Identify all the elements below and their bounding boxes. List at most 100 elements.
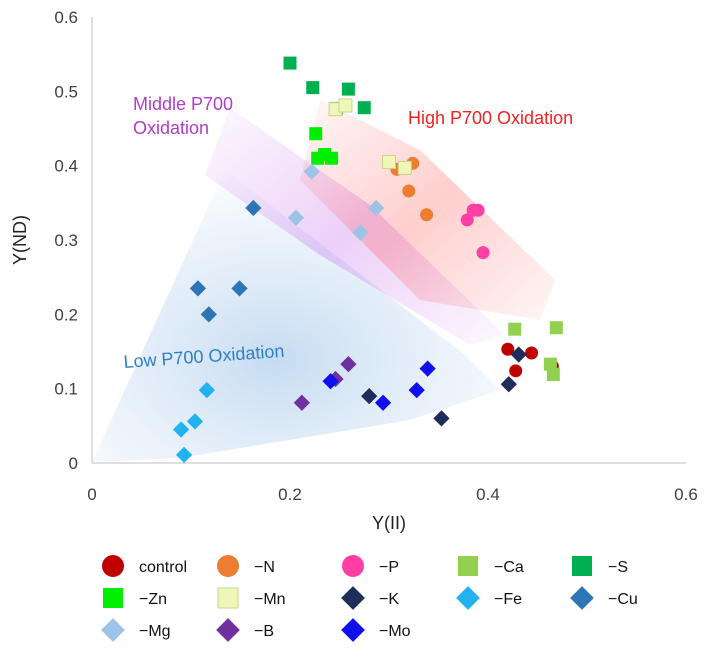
legend-marker [102,555,124,577]
y-axis-title: Y(ND) [10,215,30,265]
data-point [549,321,563,335]
legend-marker [217,587,239,609]
data-point [352,224,369,241]
legend-label: −S [608,559,628,576]
data-point [509,364,523,378]
data-point [500,376,517,393]
legend-label: −P [379,559,399,576]
data-point [340,356,357,373]
data-point [311,151,325,165]
legend-item: −Ca [458,556,524,576]
data-point [402,184,416,198]
legend-marker [458,556,478,576]
data-point [338,98,353,113]
legend-label: −Mn [254,591,286,608]
data-points [172,56,563,463]
region-label-high: High P700 Oxidation [408,108,573,128]
series-ca [508,321,563,382]
x-tick-label: 0.4 [476,485,500,504]
legend-marker [341,618,365,642]
legend-item: −S [572,556,628,576]
legend-item: −Mo [341,618,411,642]
legend-item: control [102,555,187,577]
legend-marker [572,556,592,576]
data-point [361,387,378,405]
data-point [341,82,355,96]
data-point [374,394,392,411]
data-point [420,208,434,222]
y-tick-label: 0.4 [54,157,78,176]
data-point [325,151,339,165]
data-point [476,246,490,260]
series-zn [309,127,339,165]
low-oxidation-band [92,170,500,462]
legend-item: −Mn [217,587,286,609]
y-tick-label: 0.2 [54,305,78,324]
series-mo [322,360,436,411]
legend-label: −N [254,559,275,576]
legend-marker [101,618,125,642]
legend-item: −N [217,555,275,577]
legend-item: −Fe [456,586,522,610]
data-point [322,373,339,390]
legend-label: −Cu [608,591,638,608]
legend-item: −K [341,586,399,610]
legend-item: −P [342,555,399,577]
data-point [382,154,396,169]
data-point [525,346,539,360]
x-tick-labels: 0 0.2 0.4 0.6 [87,485,698,504]
data-point [433,410,450,427]
x-tick-label: 0 [87,485,96,504]
legend-label: −Mg [139,623,171,640]
data-point [303,163,320,180]
data-point [198,382,215,399]
data-point [189,280,207,297]
legend-label: −Zn [139,591,167,608]
data-point [186,413,204,430]
legend: control −N −P −Ca −S −Zn −Mn −K −Fe −Cu −Mg −B −Mo [101,555,638,642]
x-axis-title: Y(II) [372,513,406,533]
data-point [419,360,436,377]
data-point [546,368,560,382]
data-point [543,357,557,371]
series-p [460,203,490,260]
legend-label: −K [379,591,399,608]
y-tick-labels: 0 0.1 0.2 0.3 0.4 0.5 0.6 [54,8,78,473]
legend-marker [341,586,365,610]
data-point [357,101,371,115]
data-point [245,199,262,217]
data-point [293,394,311,411]
data-point [175,446,193,463]
legend-label: control [139,559,187,576]
x-tick-label: 0.6 [674,485,698,504]
y-tick-label: 0.1 [54,380,78,399]
region-label-middle: Middle P700 Oxidation [133,94,233,138]
legend-item: −B [216,618,274,642]
y-tick-label: 0.5 [54,82,78,101]
data-point [471,203,485,217]
axes [91,17,686,464]
y-tick-label: 0.6 [54,8,78,27]
data-point [231,280,248,297]
legend-label: −Fe [494,591,522,608]
legend-label: −B [254,623,274,640]
data-point [309,127,323,141]
data-point [287,209,305,226]
legend-item: −Zn [103,588,167,608]
data-point [408,382,425,399]
data-point [368,199,385,217]
data-point [283,56,297,70]
data-point [501,342,515,356]
y-tick-label: 0.3 [54,231,78,250]
x-tick-label: 0.2 [278,485,302,504]
series-k [361,346,527,427]
data-point [508,322,522,336]
legend-marker [570,586,594,610]
legend-item: −Mg [101,618,171,642]
legend-marker [217,555,239,577]
data-point [460,213,474,227]
legend-label: −Mo [379,623,411,640]
legend-marker [342,555,364,577]
legend-marker [456,586,480,610]
